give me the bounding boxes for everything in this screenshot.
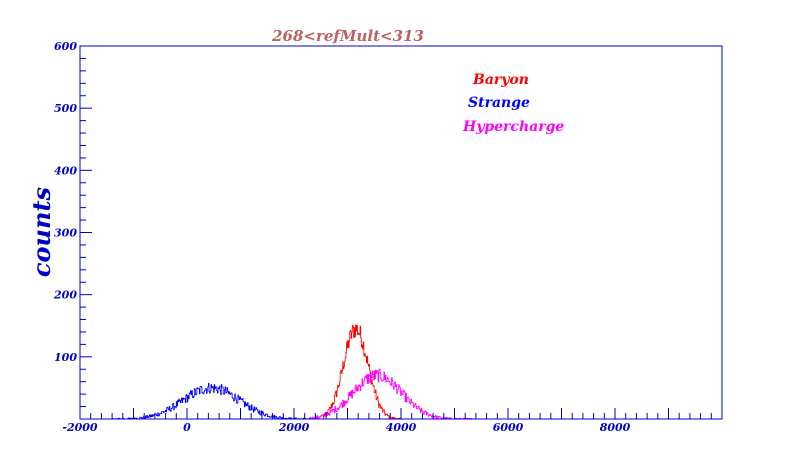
legend-hypercharge: Hypercharge: [462, 119, 564, 135]
y-tick-label: 400: [54, 164, 77, 177]
x-tick-label: -2000: [62, 421, 98, 434]
y-tick-label: 100: [54, 351, 77, 364]
axes: -2000 0 2000 4000 6000 8000 100 200 300 400 500 600: [53, 40, 723, 434]
y-tick-label: 500: [54, 102, 77, 115]
series-strange: [111, 383, 322, 420]
y-axis-label: counts: [27, 186, 56, 277]
y-tick-label: 300: [54, 227, 77, 240]
y-tick-label: 200: [53, 289, 77, 302]
plot-frame: [79, 45, 723, 420]
x-tick-label: 2000: [278, 421, 310, 434]
x-tick-label: 4000: [386, 421, 417, 434]
x-tick-label: 8000: [600, 421, 631, 434]
legend-baryon: Baryon: [472, 72, 529, 88]
x-tick-label: 6000: [493, 421, 524, 434]
histogram-series: [111, 324, 477, 420]
legend-strange: Strange: [468, 95, 530, 111]
x-tick-label: 0: [183, 421, 191, 434]
chart-title: 268<refMult<313: [271, 27, 424, 45]
y-tick-label: 600: [54, 40, 77, 53]
series-baryon: [323, 324, 402, 420]
